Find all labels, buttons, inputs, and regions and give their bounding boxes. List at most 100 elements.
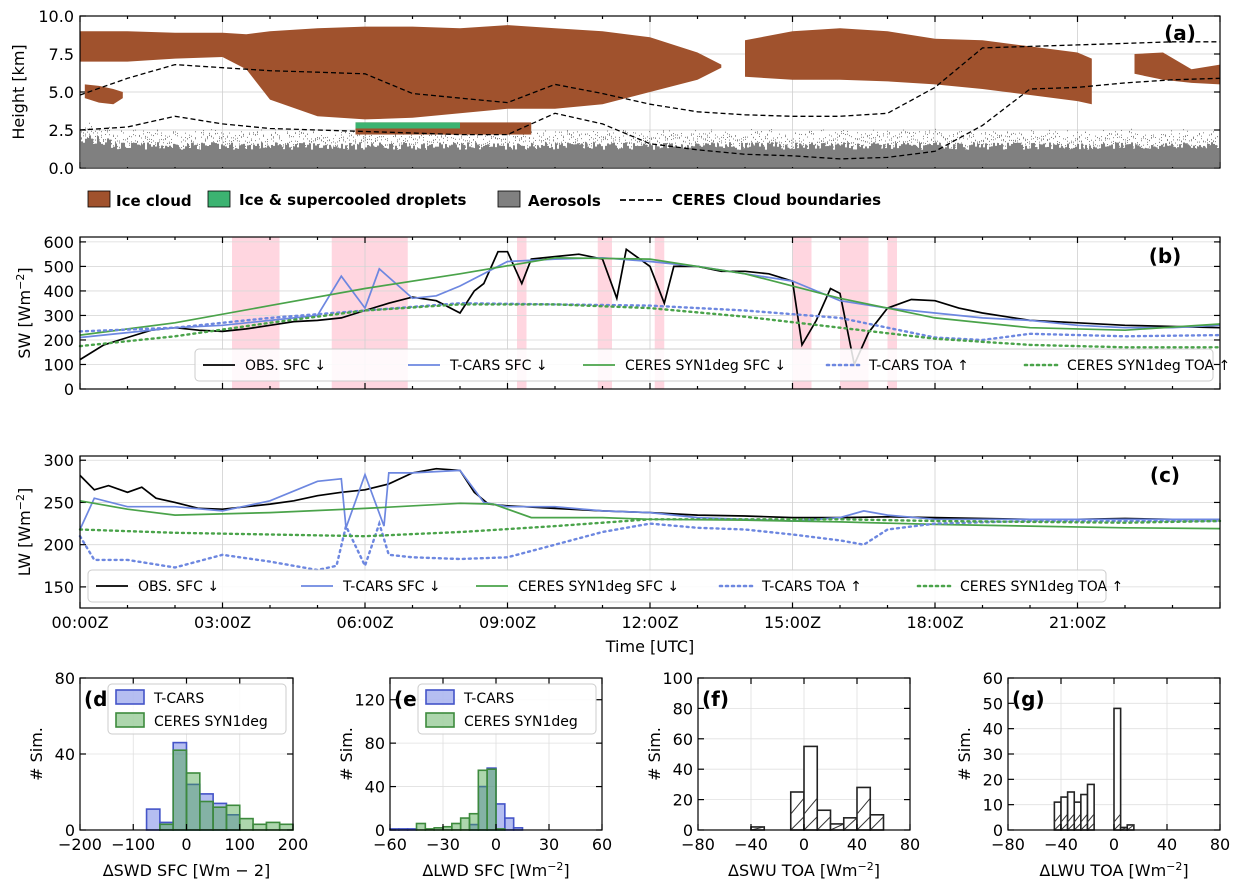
aerosol-column xyxy=(1101,144,1103,167)
aerosol-speckle xyxy=(145,135,146,137)
aerosol-speckle xyxy=(573,132,574,134)
aerosol-column xyxy=(363,149,365,167)
aerosol-speckle xyxy=(493,143,494,145)
aerosol-speckle xyxy=(759,142,760,144)
aerosol-column xyxy=(311,149,313,167)
aerosol-column xyxy=(495,147,497,167)
aerosol-speckle xyxy=(619,140,620,142)
aerosol-speckle xyxy=(435,139,436,141)
aerosol-speckle xyxy=(655,137,656,139)
aerosol-speckle xyxy=(309,142,310,144)
aerosol-speckle xyxy=(791,142,792,144)
aerosol-speckle xyxy=(97,132,98,134)
aerosol-column xyxy=(577,143,579,167)
aerosol-column xyxy=(1093,146,1095,167)
aerosol-column xyxy=(407,146,409,167)
aerosol-speckle xyxy=(329,140,330,142)
aerosol-speckle xyxy=(1089,140,1090,142)
aerosol-speckle xyxy=(1161,139,1162,141)
aerosol-speckle xyxy=(1013,132,1014,134)
histogram-hatch xyxy=(1067,823,1075,831)
aerosol-speckle xyxy=(353,136,354,138)
panel-e-xlabel-superscript: −2 xyxy=(547,860,563,873)
aerosol-speckle xyxy=(1125,141,1126,143)
aerosol-column xyxy=(221,144,223,167)
aerosol-speckle xyxy=(185,140,186,142)
aerosol-speckle xyxy=(719,141,720,143)
aerosol-speckle xyxy=(339,137,340,139)
aerosol-speckle xyxy=(835,142,836,144)
aerosol-speckle xyxy=(1041,138,1042,140)
aerosol-speckle xyxy=(519,138,520,140)
aerosol-speckle xyxy=(481,146,482,148)
aerosol-speckle xyxy=(1155,146,1156,148)
aerosol-speckle xyxy=(917,146,918,148)
aerosol-speckle xyxy=(1177,144,1178,146)
aerosol-speckle xyxy=(1017,142,1018,144)
aerosol-speckle xyxy=(629,135,630,137)
aerosol-speckle xyxy=(1101,139,1102,141)
aerosol-column xyxy=(875,143,877,167)
aerosol-layer xyxy=(81,122,1219,167)
aerosol-speckle xyxy=(955,142,956,144)
histogram-hatch xyxy=(803,797,818,815)
aerosol-speckle xyxy=(703,143,704,145)
aerosol-column xyxy=(637,145,639,167)
panel-a-label: (a) xyxy=(1164,21,1196,45)
aerosol-speckle xyxy=(697,135,698,137)
aerosol-speckle xyxy=(247,142,248,144)
aerosol-speckle xyxy=(651,138,652,140)
aerosol-speckle xyxy=(641,133,642,135)
aerosol-speckle xyxy=(685,141,686,143)
aerosol-speckle xyxy=(243,133,244,135)
aerosol-speckle xyxy=(697,138,698,140)
aerosol-speckle xyxy=(719,146,720,148)
aerosol-speckle xyxy=(311,141,312,143)
aerosol-speckle xyxy=(647,145,648,147)
aerosol-speckle xyxy=(189,145,190,147)
aerosol-speckle xyxy=(833,146,834,148)
aerosol-speckle xyxy=(521,138,522,140)
aerosol-speckle xyxy=(477,135,478,137)
aerosol-speckle xyxy=(249,141,250,143)
series-line xyxy=(78,518,1222,538)
histogram-hatch xyxy=(869,816,884,831)
aerosol-column xyxy=(749,146,751,167)
aerosol-column xyxy=(225,146,227,167)
aerosol-speckle xyxy=(221,138,222,140)
aerosol-speckle xyxy=(551,144,552,146)
aerosol-column xyxy=(1167,145,1169,167)
aerosol-column xyxy=(275,142,277,167)
aerosol-speckle xyxy=(1127,139,1128,141)
aerosol-speckle xyxy=(1171,133,1172,135)
aerosol-speckle xyxy=(907,131,908,133)
aerosol-speckle xyxy=(565,141,566,143)
aerosol-column xyxy=(301,143,303,167)
aerosol-speckle xyxy=(713,140,714,142)
aerosol-speckle xyxy=(913,138,914,140)
aerosol-column xyxy=(509,146,511,167)
aerosol-speckle xyxy=(801,141,802,143)
aerosol-speckle xyxy=(859,145,860,147)
aerosol-speckle xyxy=(889,139,890,141)
aerosol-speckle xyxy=(1035,141,1036,143)
aerosol-speckle xyxy=(91,126,92,128)
aerosol-speckle xyxy=(251,143,252,145)
aerosol-column xyxy=(663,143,665,167)
aerosol-column xyxy=(1143,148,1145,167)
aerosol-speckle xyxy=(117,135,118,137)
aerosol-column xyxy=(573,144,575,167)
aerosol-column xyxy=(935,142,937,167)
aerosol-speckle xyxy=(1165,135,1166,137)
aerosol-speckle xyxy=(869,134,870,136)
aerosol-speckle xyxy=(205,139,206,141)
histogram-bar xyxy=(486,768,497,831)
aerosol-speckle xyxy=(345,131,346,133)
aerosol-speckle xyxy=(1065,145,1066,147)
aerosol-speckle xyxy=(703,138,704,140)
aerosol-speckle xyxy=(821,130,822,132)
aerosol-column xyxy=(203,143,205,167)
aerosol-speckle xyxy=(909,140,910,142)
panel-b-label: (b) xyxy=(1149,244,1182,268)
aerosol-speckle xyxy=(1211,139,1212,141)
